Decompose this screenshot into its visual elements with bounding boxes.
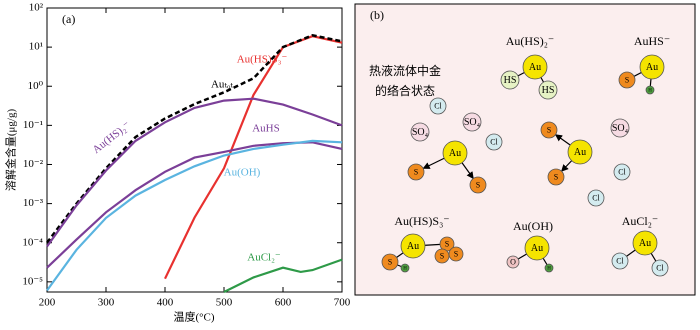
- y-tick-label: 10⁻⁵: [22, 275, 43, 287]
- atom-label: Au: [531, 243, 543, 254]
- atom-label: Cl: [616, 256, 624, 265]
- y-tick-label: 10⁻³: [23, 197, 44, 209]
- atom-label: H: [648, 89, 652, 94]
- series-label: AuCl₂⁻: [247, 252, 281, 264]
- atom-label: O: [510, 257, 516, 266]
- atom: [500, 70, 520, 90]
- atom-label: S: [554, 172, 558, 181]
- x-axis-label: 温度(°C): [173, 310, 214, 324]
- atom: [410, 122, 430, 142]
- y-tick-label: 10⁻¹: [23, 119, 43, 131]
- atom-label: S: [440, 251, 444, 260]
- atom-label: S: [625, 75, 629, 84]
- y-axis-label: 溶解金含量(μg/g): [4, 109, 18, 192]
- atom: [567, 139, 593, 165]
- atom: [429, 97, 447, 115]
- atom: [547, 168, 565, 186]
- atom-label: Cl: [618, 167, 626, 176]
- series-label: Auₜₒₜ: [211, 79, 233, 91]
- panel-label: (a): [62, 12, 75, 26]
- atom-label: SO₄: [464, 117, 481, 128]
- atom-label: S: [414, 167, 418, 176]
- atom: [522, 54, 548, 80]
- atom-label: Au: [639, 238, 651, 249]
- x-tick-label: 500: [216, 297, 233, 309]
- series-line: [46, 141, 343, 269]
- species-title: AuHS⁻: [634, 34, 670, 48]
- atom-label: Au: [574, 147, 586, 158]
- plot-frame: [46, 7, 343, 293]
- atom-label: S: [454, 249, 458, 258]
- x-tick-label: 300: [98, 297, 115, 309]
- y-tick-label: 10⁻²: [23, 158, 44, 170]
- atom: [645, 85, 655, 95]
- atom: [611, 252, 629, 270]
- series-line: [164, 35, 343, 280]
- atom: [485, 133, 503, 151]
- atom-label: HS: [504, 75, 517, 86]
- series-label: AuHS: [252, 123, 280, 135]
- atom: [540, 121, 558, 139]
- atom: [506, 255, 520, 269]
- series-line: [46, 97, 343, 248]
- atom-label: SO₄: [412, 127, 429, 138]
- series-line: [46, 33, 343, 244]
- atom: [442, 140, 468, 166]
- species-title: Au(HS)₂⁻: [506, 34, 555, 48]
- series-line: [46, 139, 343, 292]
- atom-label: Cl: [490, 137, 498, 146]
- atom-label: S: [388, 257, 392, 266]
- atom: [462, 112, 482, 132]
- y-tick-label: 10¹: [29, 41, 43, 53]
- atom-label: Cl: [592, 193, 600, 202]
- series-label: Au(HS)S₃⁻: [237, 54, 288, 66]
- atom-label: S: [476, 180, 480, 189]
- caption: 热液流体中金: [369, 63, 441, 78]
- atom-label: SO₄: [612, 123, 629, 134]
- atom: [651, 259, 669, 277]
- atom-label: Au: [529, 62, 541, 73]
- atom: [618, 71, 636, 89]
- atom: [400, 233, 426, 259]
- caption: 的络合状态: [375, 83, 435, 98]
- x-tick-label: 200: [39, 297, 56, 309]
- atom: [613, 163, 631, 181]
- atom: [407, 163, 425, 181]
- atom-label: Cl: [656, 263, 664, 272]
- x-tick-label: 400: [157, 297, 174, 309]
- atom: [610, 118, 630, 138]
- atom-label: Cl: [434, 101, 442, 110]
- atom-label: S: [547, 125, 551, 134]
- atom: [538, 80, 558, 100]
- y-tick-label: 10⁻⁴: [22, 236, 43, 248]
- x-tick-label: 700: [334, 297, 351, 309]
- atom: [524, 235, 550, 261]
- atom-label: Au: [407, 241, 419, 252]
- atom: [448, 246, 464, 262]
- species-title: Au(OH): [513, 219, 553, 233]
- series-line: [223, 258, 343, 293]
- x-tick-label: 600: [275, 297, 292, 309]
- series-label: Au(OH): [224, 167, 261, 179]
- atom: [639, 54, 665, 80]
- y-tick-label: 10⁰: [28, 80, 44, 92]
- atom: [400, 263, 410, 273]
- species-title: Au(HS)S₃⁻: [394, 214, 449, 228]
- atom-label: H: [547, 267, 551, 272]
- atom: [632, 230, 658, 256]
- atom-label: Au: [646, 62, 658, 73]
- panel-label: (b): [370, 8, 384, 22]
- atom: [381, 253, 399, 271]
- atom: [544, 263, 554, 273]
- atom-label: HS: [542, 85, 555, 96]
- y-tick-label: 10²: [29, 2, 44, 14]
- atom: [587, 189, 605, 207]
- atom-label: S: [445, 239, 449, 248]
- atom-label: Au: [449, 148, 461, 159]
- atom: [469, 176, 487, 194]
- species-title: AuCl₂⁻: [622, 214, 659, 228]
- atom-label: H: [403, 267, 407, 272]
